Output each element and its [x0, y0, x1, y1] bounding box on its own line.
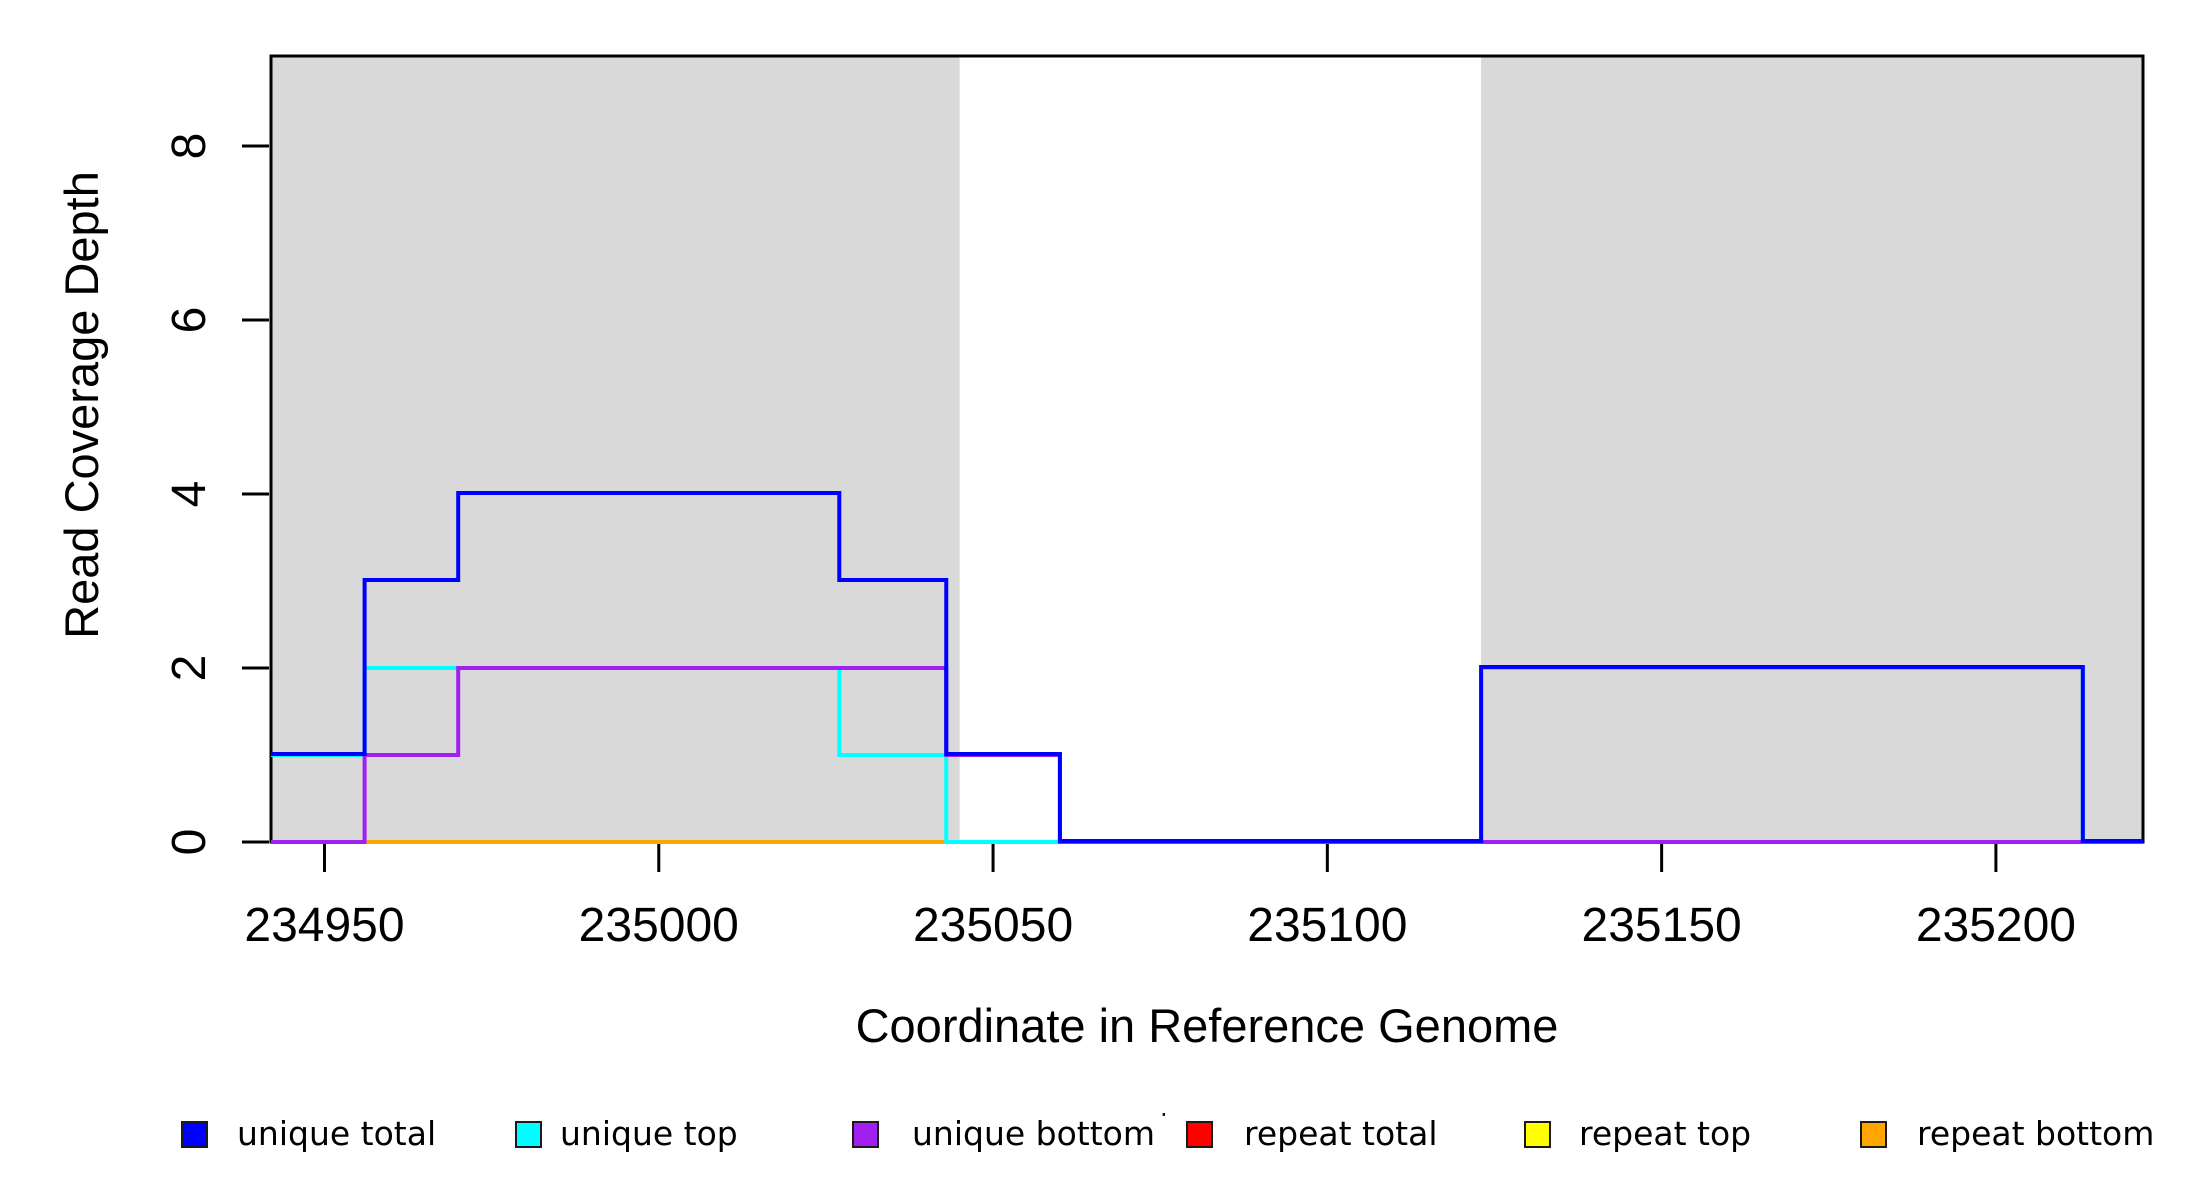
x-tick-label: 234950	[244, 899, 404, 952]
x-tick-label: 235150	[1582, 899, 1742, 952]
x-tick-label: 235100	[1247, 899, 1407, 952]
stray-dot: .	[1160, 1094, 1168, 1122]
shaded-region	[271, 56, 960, 842]
legend-swatch-unique-top	[515, 1121, 542, 1148]
y-tick-label: 0	[163, 829, 216, 856]
legend-label-unique-total: unique total	[237, 1114, 437, 1153]
shaded-region	[1481, 56, 2143, 842]
legend-swatch-repeat-bottom	[1860, 1121, 1887, 1148]
series-unique-total	[271, 491, 2143, 843]
y-tick-label: 2	[163, 655, 216, 682]
legend-swatch-unique-bottom	[852, 1121, 879, 1148]
y-tick-label: 6	[163, 307, 216, 334]
legend-label-repeat-top: repeat top	[1579, 1114, 1752, 1153]
legend-swatch-repeat-total	[1186, 1121, 1213, 1148]
legend-label-repeat-total: repeat total	[1244, 1114, 1438, 1153]
y-tick-label: 4	[163, 481, 216, 508]
y-tick-label: 8	[163, 133, 216, 160]
legend-label-unique-bottom: unique bottom	[912, 1114, 1156, 1153]
legend-label-repeat-bottom: repeat bottom	[1917, 1114, 2155, 1153]
x-tick-label: 235200	[1916, 899, 2076, 952]
legend-label-unique-top: unique top	[560, 1114, 738, 1153]
x-tick-label: 235050	[913, 899, 1073, 952]
x-tick-label: 235000	[579, 899, 739, 952]
legend-swatch-unique-total	[181, 1121, 208, 1148]
legend-swatch-repeat-top	[1524, 1121, 1551, 1148]
x-axis-title: Coordinate in Reference Genome	[855, 999, 1559, 1052]
